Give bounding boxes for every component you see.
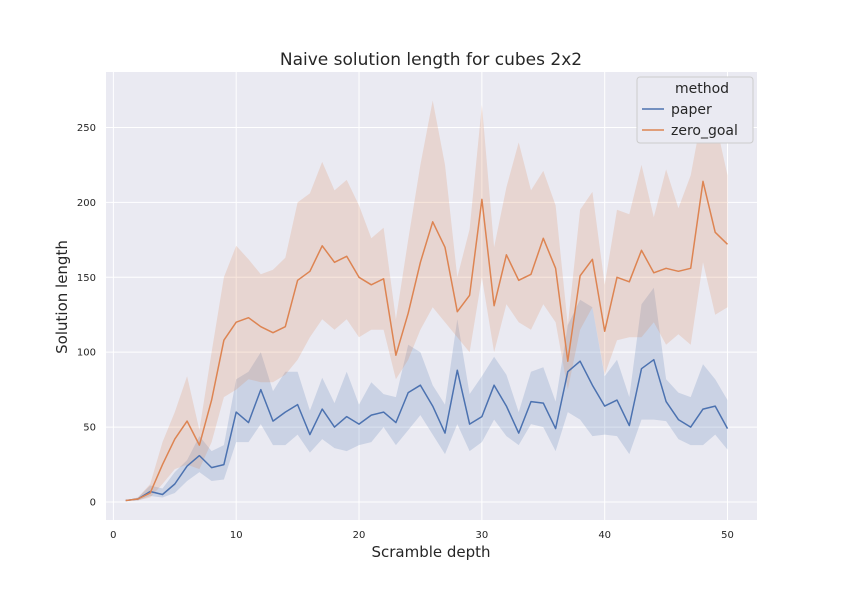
plot-background xyxy=(106,72,757,520)
legend-label-zero-goal: zero_goal xyxy=(671,123,738,139)
x-tick-label: 30 xyxy=(475,530,488,541)
y-tick-label: 150 xyxy=(77,273,96,284)
x-axis-label: Scramble depth xyxy=(371,543,490,561)
x-tick-label: 10 xyxy=(230,530,243,541)
y-tick-label: 250 xyxy=(77,123,96,134)
x-tick-label: 50 xyxy=(721,530,734,541)
series-line-paper xyxy=(125,358,729,502)
y-tick-label: 50 xyxy=(83,423,96,434)
x-tick-label: 0 xyxy=(110,530,116,541)
legend: method paper zero_goal xyxy=(636,76,754,144)
chart-title: Naive solution length for cubes 2x2 xyxy=(280,50,582,70)
confidence-band-paper xyxy=(125,287,728,501)
legend-label-paper: paper xyxy=(671,102,712,118)
x-tick-label: 40 xyxy=(598,530,611,541)
y-tick-label: 100 xyxy=(77,348,96,359)
y-tick-label: 200 xyxy=(77,198,96,209)
y-tick-labels: 0 50 100 150 200 250 xyxy=(77,123,96,509)
legend-title: method xyxy=(675,81,729,97)
confidence-band-zero-goal xyxy=(125,100,728,501)
confidence-bands xyxy=(125,100,728,501)
x-tick-label: 20 xyxy=(353,530,366,541)
series-lines xyxy=(125,180,729,502)
legend-box xyxy=(636,76,754,144)
gridlines xyxy=(106,72,757,520)
y-axis-label: Solution length xyxy=(53,240,71,354)
x-tick-labels: 0 10 20 30 40 50 xyxy=(110,530,734,541)
series-line-zero-goal xyxy=(125,180,729,502)
y-tick-label: 0 xyxy=(90,498,96,509)
